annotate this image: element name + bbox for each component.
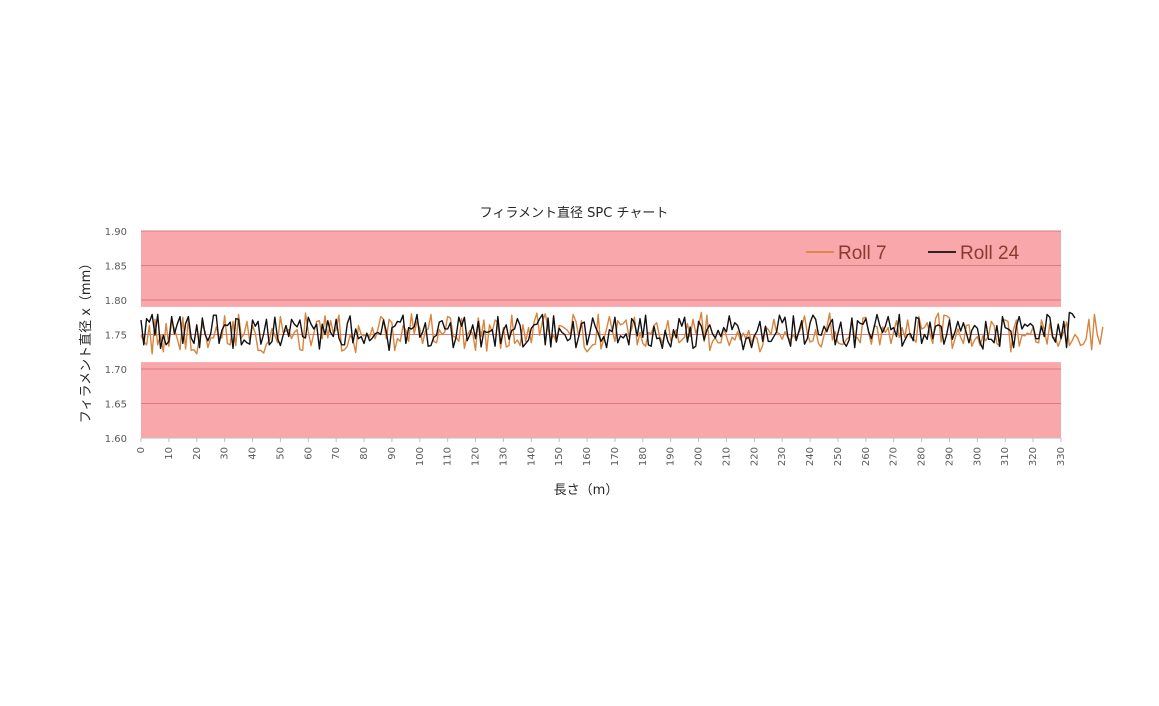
x-tick-label: 180	[638, 447, 649, 466]
x-tick-label: 300	[972, 447, 983, 466]
x-tick-label: 10	[164, 447, 175, 460]
x-tick-label: 30	[220, 447, 231, 460]
x-tick-label: 270	[889, 447, 900, 466]
x-tick-label: 80	[359, 447, 370, 460]
x-tick-label: 20	[192, 447, 203, 460]
y-tick-label: 1.75	[105, 331, 127, 342]
x-tick-label: 190	[666, 447, 677, 466]
x-tick-label: 250	[833, 447, 844, 466]
chart-title: フィラメント直径 SPC チャート	[480, 206, 669, 221]
out-of-control-bands	[141, 231, 1061, 438]
x-axis-title: 長さ（m）	[554, 483, 619, 498]
y-axis-title: フィラメント直径 x（mm）	[79, 257, 94, 424]
x-tick-label: 210	[721, 447, 732, 466]
y-tick-label: 1.70	[105, 365, 127, 376]
x-tick-label: 100	[415, 447, 426, 466]
y-tick-label: 1.65	[105, 400, 127, 411]
x-tick-label: 240	[805, 447, 816, 466]
x-tick-label: 290	[944, 447, 955, 466]
x-tick-label: 60	[303, 447, 314, 460]
x-tick-label: 310	[1000, 447, 1011, 466]
y-tick-label: 1.60	[105, 434, 127, 445]
y-axis-ticks: 1.60 1.65 1.70 1.75 1.80 1.85 1.90	[105, 227, 127, 445]
x-tick-label: 330	[1056, 447, 1067, 466]
x-axis-ticks: 0 10 20 30 40 50 60 70 80 90 100 110 120 130 140 150 160…	[136, 437, 1067, 466]
x-tick-label: 0	[136, 447, 147, 453]
legend-label: Roll 24	[960, 243, 1020, 264]
legend: Roll 7 Roll 24	[806, 243, 1020, 264]
x-tick-label: 280	[917, 447, 928, 466]
y-tick-label: 1.80	[105, 296, 127, 307]
y-tick-label: 1.90	[105, 227, 127, 238]
x-tick-label: 230	[777, 447, 788, 466]
control-band-1	[141, 231, 1061, 307]
legend-label: Roll 7	[838, 243, 887, 264]
x-tick-label: 120	[471, 447, 482, 466]
x-tick-label: 160	[582, 447, 593, 466]
x-tick-label: 220	[749, 447, 760, 466]
x-tick-label: 110	[443, 447, 454, 466]
x-tick-label: 170	[610, 447, 621, 466]
x-tick-label: 320	[1028, 447, 1039, 466]
x-tick-label: 130	[498, 447, 509, 466]
x-tick-label: 260	[861, 447, 872, 466]
y-tick-label: 1.85	[105, 262, 127, 273]
series-line-1	[140, 311, 1104, 355]
x-tick-label: 200	[694, 447, 705, 466]
series-lines	[140, 311, 1104, 355]
x-tick-label: 140	[526, 447, 537, 466]
control-band-0	[141, 362, 1061, 438]
x-tick-label: 50	[275, 447, 286, 460]
x-tick-label: 40	[248, 447, 259, 460]
x-tick-label: 150	[554, 447, 565, 466]
series-line-2	[140, 311, 1076, 352]
x-tick-label: 70	[331, 447, 342, 460]
x-tick-label: 90	[387, 447, 398, 460]
